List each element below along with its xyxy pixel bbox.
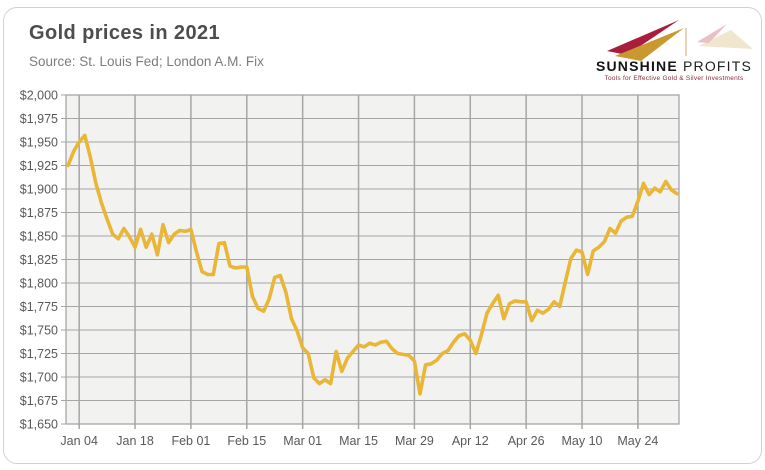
x-axis-tick-label: Mar 01 bbox=[283, 434, 322, 448]
x-axis-tick-label: Mar 29 bbox=[395, 434, 434, 448]
source-caption: Source: St. Louis Fed; London A.M. Fix bbox=[29, 54, 264, 69]
y-axis-tick-label: $1,750 bbox=[20, 324, 58, 338]
y-axis-tick-label: $1,875 bbox=[20, 206, 58, 220]
logo-word-sunshine: SUNSHINE bbox=[595, 58, 678, 74]
y-axis-tick-label: $1,775 bbox=[20, 300, 58, 314]
y-axis-tick-label: $1,675 bbox=[20, 394, 58, 408]
x-axis-tick-label: Mar 15 bbox=[339, 434, 378, 448]
y-axis-tick-label: $1,850 bbox=[20, 230, 58, 244]
gold-price-line bbox=[66, 133, 679, 396]
y-axis-tick-label: $2,000 bbox=[20, 89, 58, 103]
x-axis-tick-label: May 24 bbox=[617, 434, 658, 448]
y-axis-tick-label: $1,900 bbox=[20, 183, 58, 197]
y-axis-tick-label: $1,925 bbox=[20, 159, 58, 173]
chart-card: Gold prices in 2021 Source: St. Louis Fe… bbox=[3, 7, 762, 464]
x-axis-tick-label: Feb 01 bbox=[171, 434, 210, 448]
x-axis-tick-label: May 10 bbox=[562, 434, 603, 448]
logo-arrows-icon bbox=[607, 20, 753, 61]
y-axis-tick-label: $1,725 bbox=[20, 347, 58, 361]
y-axis-tick-label: $1,800 bbox=[20, 277, 58, 291]
y-axis-tick-label: $1,975 bbox=[20, 112, 58, 126]
x-axis-tick-label: Jan 18 bbox=[116, 434, 154, 448]
y-axis-tick-label: $1,650 bbox=[20, 418, 58, 432]
gold-price-chart: $1,650 $1,675 $1,700 $1,725 $1,750 $1,775 $1,8… bbox=[20, 89, 680, 448]
page-title: Gold prices in 2021 bbox=[29, 22, 221, 44]
x-axis-tick-label: Apr 26 bbox=[508, 434, 545, 448]
sunshine-profits-logo: SUNSHINE PROFITS Tools for Effective Gol… bbox=[593, 16, 755, 88]
y-axis-tick-label: $1,825 bbox=[20, 253, 58, 267]
x-axis-tick-label: Feb 15 bbox=[227, 434, 266, 448]
logo-word-profits: PROFITS bbox=[682, 58, 753, 74]
logo-tagline: Tools for Effective Gold & Silver Invest… bbox=[604, 75, 744, 82]
x-axis-tick-label: Jan 04 bbox=[60, 434, 98, 448]
x-axis-tick-label: Apr 12 bbox=[452, 434, 489, 448]
y-axis-tick-label: $1,950 bbox=[20, 136, 58, 150]
y-axis-tick-label: $1,700 bbox=[20, 371, 58, 385]
logo-wordmark: SUNSHINE PROFITS bbox=[593, 58, 755, 74]
